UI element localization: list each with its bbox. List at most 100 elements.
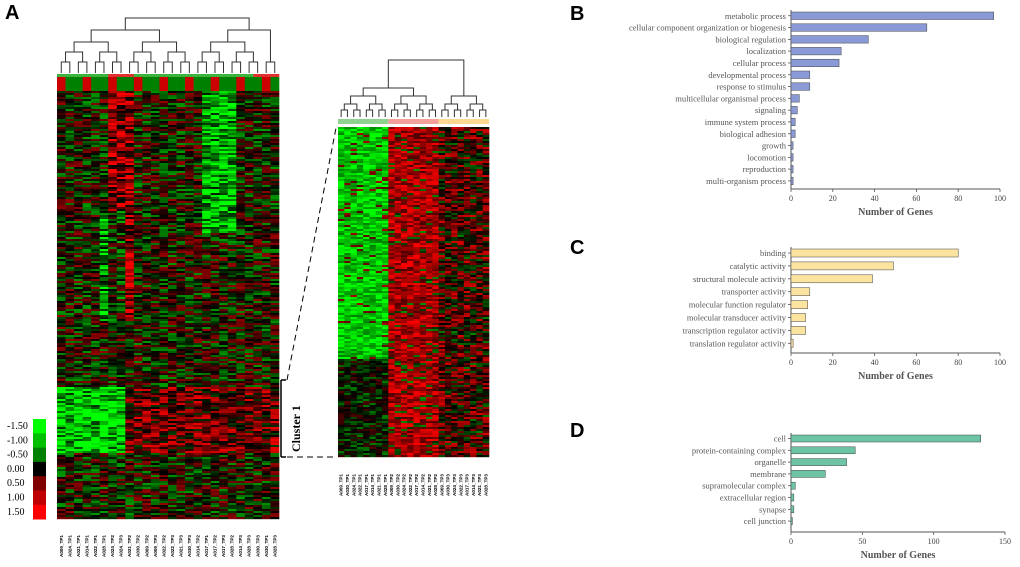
main-heatmap-cell: [168, 271, 177, 274]
main-heatmap-cell: [91, 351, 100, 354]
main-heatmap-cell: [227, 185, 237, 188]
main-heatmap-cell: [99, 219, 109, 222]
main-heatmap-cell: [65, 191, 75, 194]
main-heatmap-cell: [91, 417, 100, 420]
main-heatmap-cell: [142, 247, 152, 250]
main-heatmap-cell: [185, 181, 194, 184]
main-heatmap-cell: [159, 229, 169, 232]
main-heatmap-cell: [74, 373, 83, 376]
main-heatmap-cell: [185, 295, 194, 298]
main-heatmap-cell: [133, 147, 143, 150]
main-heatmap-cell: [116, 429, 126, 432]
main-heatmap-cell: [74, 189, 83, 192]
main-heatmap-cell: [253, 135, 263, 138]
main-heatmap-cell: [253, 221, 263, 224]
main-heatmap-cell: [142, 345, 152, 348]
main-heatmap-cell: [210, 379, 220, 382]
main-heatmap-cell: [159, 353, 169, 356]
main-heatmap-cell: [176, 439, 186, 442]
main-heatmap-cell: [108, 223, 118, 226]
main-heatmap-cell: [219, 269, 229, 272]
main-heatmap-cell: [253, 455, 263, 458]
main-heatmap-cell: [176, 163, 186, 166]
main-heatmap-cell: [125, 165, 135, 168]
main-heatmap-cell: [185, 197, 194, 200]
main-heatmap-cell: [125, 121, 135, 124]
main-heatmap-cell: [185, 93, 194, 96]
main-heatmap-cell: [57, 297, 66, 300]
main-heatmap-cell: [57, 225, 66, 228]
main-heatmap-cell: [133, 225, 143, 228]
main-heatmap-cell: [91, 209, 100, 212]
main-heatmap-cell: [91, 343, 100, 346]
main-heatmap-cell: [116, 81, 126, 84]
main-heatmap-cell: [219, 111, 229, 114]
main-heatmap-cell: [108, 301, 118, 304]
main-heatmap-cell: [133, 359, 143, 362]
main-heatmap-cell: [159, 245, 169, 248]
main-heatmap-cell: [270, 429, 280, 432]
main-heatmap-cell: [108, 235, 118, 238]
main-heatmap-cell: [133, 227, 143, 230]
main-heatmap-cell: [244, 87, 254, 90]
main-heatmap-cell: [176, 265, 186, 268]
main-heatmap-cell: [99, 369, 109, 372]
main-heatmap-cell: [219, 103, 229, 106]
main-heatmap-cell: [244, 391, 254, 394]
main-heatmap-cell: [57, 239, 66, 242]
main-heatmap-cell: [74, 153, 83, 156]
main-heatmap-cell: [210, 245, 220, 248]
main-heatmap-cell: [133, 137, 143, 140]
main-heatmap-cell: [82, 217, 92, 220]
main-heatmap-cell: [210, 197, 220, 200]
main-heatmap-cell: [57, 361, 66, 364]
main-heatmap-cell: [253, 433, 263, 436]
main-heatmap-cell: [176, 259, 186, 262]
main-heatmap-cell: [270, 173, 280, 176]
main-heatmap-cell: [125, 253, 135, 256]
main-heatmap-cell: [159, 203, 169, 206]
main-heatmap-cell: [133, 85, 143, 88]
main-heatmap-cell: [176, 153, 186, 156]
main-heatmap-cell: [176, 391, 186, 394]
main-heatmap-cell: [168, 287, 177, 290]
main-heatmap-cell: [125, 431, 135, 434]
main-heatmap-cell: [82, 301, 92, 304]
main-heatmap-cell: [261, 79, 271, 82]
main-heatmap-cell: [133, 195, 143, 198]
main-heatmap-cell: [253, 379, 263, 382]
main-heatmap-cell: [202, 421, 211, 424]
main-heatmap-cell: [133, 367, 143, 370]
main-heatmap-cell: [159, 173, 169, 176]
main-heatmap-cell: [253, 127, 263, 130]
main-heatmap-cell: [202, 375, 211, 378]
main-heatmap-cell: [108, 209, 118, 212]
main-heatmap-cell: [219, 295, 229, 298]
main-heatmap-cell: [99, 161, 109, 164]
main-heatmap-cell: [236, 99, 246, 102]
main-heatmap-cell: [74, 423, 83, 426]
main-heatmap-cell: [133, 415, 143, 418]
main-heatmap-cell: [210, 355, 220, 358]
main-heatmap-cell: [202, 205, 211, 208]
main-heatmap-cell: [176, 151, 186, 154]
main-heatmap-cell: [270, 263, 280, 266]
main-heatmap-cell: [116, 135, 126, 138]
main-heatmap-cell: [193, 337, 203, 340]
main-heatmap-cell: [253, 147, 263, 150]
main-heatmap-cell: [82, 423, 92, 426]
main-heatmap-cell: [253, 399, 263, 402]
main-heatmap-cell: [65, 121, 75, 124]
main-heatmap-cell: [236, 303, 246, 306]
main-heatmap-cell: [150, 189, 160, 192]
main-heatmap-cell: [219, 135, 229, 138]
main-heatmap-cell: [150, 97, 160, 100]
main-heatmap-cell: [150, 147, 160, 150]
main-heatmap-cell: [202, 107, 211, 110]
main-heatmap-cell: [150, 433, 160, 436]
main-heatmap-cell: [227, 451, 237, 454]
main-heatmap-cell: [108, 459, 118, 462]
main-heatmap-cell: [133, 441, 143, 444]
main-heatmap-cell: [202, 183, 211, 186]
main-heatmap-cell: [91, 337, 100, 340]
